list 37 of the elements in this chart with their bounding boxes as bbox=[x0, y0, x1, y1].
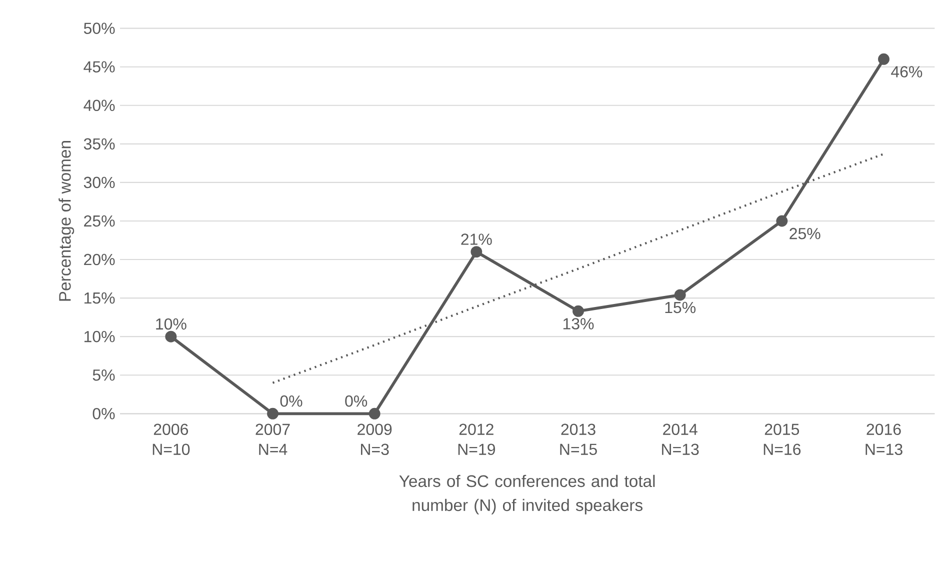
y-axis-title: Percentage of women bbox=[58, 141, 74, 301]
y-tick-label: 30% bbox=[84, 176, 115, 188]
x-tick-label: 2012 N=19 bbox=[458, 424, 495, 456]
point bbox=[267, 408, 278, 420]
x-tick-label: 2015 N=16 bbox=[764, 424, 801, 456]
y-tick-label: 35% bbox=[84, 138, 115, 150]
y-tick-label: 15% bbox=[84, 292, 115, 304]
point bbox=[878, 53, 890, 65]
x-axis-title: Years of SC conferences and total number (N) of invited speakers bbox=[399, 474, 655, 514]
y-tick-label: 50% bbox=[84, 22, 115, 34]
x-tick-label: 2013 N=15 bbox=[560, 424, 597, 456]
x-tick-label: 2016 N=13 bbox=[866, 424, 902, 456]
data-label: 46% bbox=[891, 66, 922, 78]
data-label: 13% bbox=[563, 318, 594, 330]
x-tick-label: 2014 N=13 bbox=[662, 424, 699, 456]
y-tick-label: 5% bbox=[92, 369, 115, 381]
data-label: 15% bbox=[665, 302, 696, 314]
point bbox=[368, 408, 380, 420]
y-tick-label: 40% bbox=[84, 100, 115, 112]
data-label: 21% bbox=[461, 234, 492, 245]
data-label: 25% bbox=[790, 228, 820, 240]
point bbox=[470, 246, 482, 258]
data-label: 10% bbox=[156, 318, 186, 330]
point bbox=[674, 289, 686, 301]
point bbox=[776, 215, 788, 227]
y-tick-label: 10% bbox=[84, 330, 115, 342]
y-tick-label: 0% bbox=[92, 408, 115, 420]
x-tick-label: 2007 N=4 bbox=[256, 424, 290, 455]
x-tick-label: 2009 N=3 bbox=[358, 424, 392, 456]
y-tick-label: 25% bbox=[84, 215, 115, 227]
data-label: 0% bbox=[345, 395, 368, 407]
data-label: 0% bbox=[280, 395, 302, 407]
point bbox=[165, 330, 177, 342]
y-tick-label: 45% bbox=[84, 61, 115, 72]
y-tick-label: 20% bbox=[84, 254, 115, 266]
point bbox=[572, 305, 584, 317]
x-tick-label: 2006 N=10 bbox=[152, 424, 190, 456]
